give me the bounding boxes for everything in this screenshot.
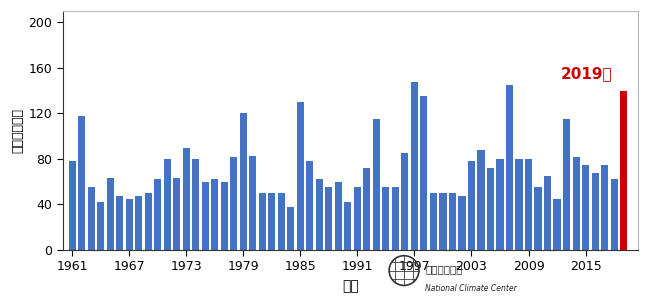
Bar [620, 91, 627, 250]
Bar [458, 196, 465, 250]
Bar [335, 182, 342, 250]
Bar [535, 187, 542, 250]
Bar [601, 165, 608, 250]
Bar [88, 187, 95, 250]
Y-axis label: 风雨综合指数: 风雨综合指数 [11, 108, 24, 153]
Bar [135, 196, 142, 250]
Bar [572, 157, 580, 250]
Bar [268, 193, 275, 250]
Bar [125, 199, 132, 250]
Bar [487, 168, 494, 250]
Bar [316, 179, 323, 250]
Bar [611, 179, 618, 250]
Bar [297, 102, 304, 250]
Bar [192, 159, 199, 250]
Bar [164, 159, 171, 250]
Bar [449, 193, 456, 250]
Bar [173, 178, 180, 250]
Text: National Climate Center: National Climate Center [425, 284, 517, 293]
Bar [344, 202, 351, 250]
Bar [411, 81, 418, 250]
Bar [288, 207, 295, 250]
Bar [468, 161, 475, 250]
Bar [478, 150, 485, 250]
Bar [78, 116, 85, 250]
Bar [249, 156, 256, 250]
Bar [145, 193, 152, 250]
Bar [259, 193, 266, 250]
Bar [430, 193, 437, 250]
Bar [202, 182, 209, 250]
Bar [69, 161, 76, 250]
Bar [506, 85, 513, 250]
Bar [591, 173, 598, 250]
Bar [239, 113, 247, 250]
Bar [116, 196, 123, 250]
Bar [544, 176, 551, 250]
Bar [563, 119, 570, 250]
Bar [221, 182, 228, 250]
Bar [525, 159, 532, 250]
Bar [306, 161, 313, 250]
Bar [354, 187, 361, 250]
Bar [582, 165, 589, 250]
Bar [496, 159, 504, 250]
Bar [325, 187, 332, 250]
Bar [182, 147, 190, 250]
Bar [373, 119, 380, 250]
Bar [515, 159, 522, 250]
Bar [382, 187, 389, 250]
Bar [106, 178, 114, 250]
Text: 国家气候中心: 国家气候中心 [425, 264, 463, 274]
Bar [401, 153, 408, 250]
Bar [421, 96, 428, 250]
Bar [211, 179, 218, 250]
X-axis label: 年份: 年份 [342, 279, 359, 293]
Bar [392, 187, 399, 250]
Bar [278, 193, 285, 250]
Bar [154, 179, 161, 250]
Bar [97, 202, 104, 250]
Bar [230, 157, 238, 250]
Bar [439, 193, 447, 250]
Bar [554, 199, 561, 250]
Text: 2019年: 2019年 [561, 67, 612, 81]
Bar [363, 168, 371, 250]
